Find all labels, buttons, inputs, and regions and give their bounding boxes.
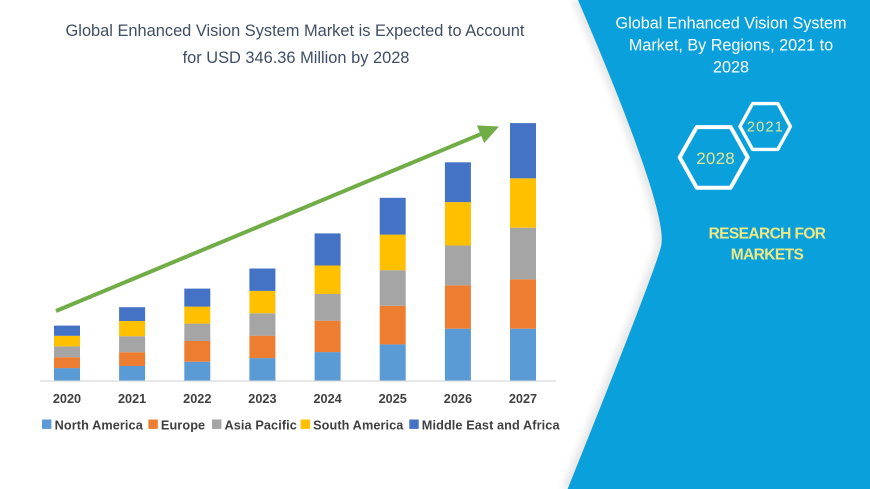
svg-text:North America: North America	[55, 419, 144, 433]
svg-text:2020: 2020	[53, 392, 81, 406]
svg-text:2023: 2023	[248, 392, 276, 406]
svg-text:Asia Pacific: Asia Pacific	[225, 419, 297, 433]
svg-text:2028: 2028	[713, 59, 749, 77]
svg-text:Global Enhanced Vision System: Global Enhanced Vision System Market is …	[66, 22, 525, 40]
svg-text:South America: South America	[313, 419, 404, 433]
svg-text:2024: 2024	[313, 392, 341, 406]
svg-text:Europe: Europe	[161, 419, 205, 433]
svg-text:2021: 2021	[118, 392, 146, 406]
svg-text:2022: 2022	[183, 392, 211, 406]
svg-text:2027: 2027	[509, 392, 537, 406]
svg-text:2028: 2028	[696, 149, 735, 168]
svg-text:2021: 2021	[747, 120, 784, 136]
svg-text:2025: 2025	[379, 392, 407, 406]
svg-text:MARKETS: MARKETS	[731, 247, 804, 264]
svg-text:Market, By Regions, 2021 to: Market, By Regions, 2021 to	[629, 37, 833, 55]
svg-text:RESEARCH FOR: RESEARCH FOR	[709, 226, 826, 243]
svg-text:Global Enhanced Vision System: Global Enhanced Vision System	[616, 14, 847, 32]
svg-text:for USD 346.36 Million by 2028: for USD 346.36 Million by 2028	[183, 49, 410, 67]
svg-text:2026: 2026	[444, 392, 472, 406]
svg-text:Middle East and Africa: Middle East and Africa	[422, 419, 561, 433]
